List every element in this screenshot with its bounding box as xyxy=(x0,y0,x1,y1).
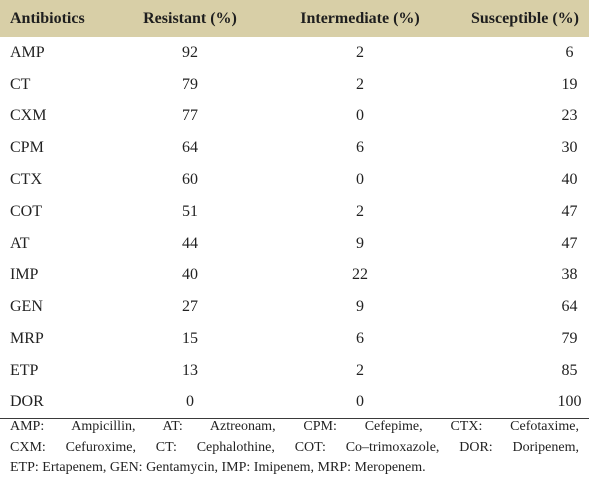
cell-susceptible: 40 xyxy=(561,171,578,189)
table-header-row: Antibiotics Resistant (%) Intermediate (… xyxy=(0,0,589,37)
cell-susceptible: 64 xyxy=(561,298,578,316)
cell-antibiotic: GEN xyxy=(10,298,43,316)
cell-susceptible: 38 xyxy=(561,266,578,284)
cell-intermediate: 0 xyxy=(356,171,364,189)
table-row: IMP 40 22 38 xyxy=(0,260,589,292)
cell-susceptible: 19 xyxy=(561,75,578,93)
table-row: AT 44 9 47 xyxy=(0,228,589,260)
cell-resistant: 92 xyxy=(182,43,198,61)
cell-susceptible: 85 xyxy=(561,361,578,379)
column-header-susceptible: Susceptible (%) xyxy=(471,9,579,27)
cell-antibiotic: DOR xyxy=(0,386,120,420)
cell-resistant: 77 xyxy=(182,107,198,125)
cell-susceptible: 47 xyxy=(561,202,578,220)
footnote-line: AMP: Ampicillin, AT: Aztreonam, CPM: Cef… xyxy=(10,419,579,434)
cell-antibiotic: MRP xyxy=(10,330,44,348)
cell-intermediate: 2 xyxy=(356,75,364,93)
cell-resistant: 51 xyxy=(182,202,198,220)
table-header: Antibiotics Resistant (%) Intermediate (… xyxy=(0,0,589,37)
cell-susceptible: 100 xyxy=(460,386,589,420)
cell-susceptible: 79 xyxy=(561,330,578,348)
cell-antibiotic: COT xyxy=(10,202,42,220)
cell-resistant: 60 xyxy=(182,171,198,189)
cell-resistant: 27 xyxy=(182,298,198,316)
table-row: COT 51 2 47 xyxy=(0,196,589,228)
cell-intermediate: 9 xyxy=(356,298,364,316)
cell-antibiotic: CXM xyxy=(10,107,47,125)
table-body: AMP 92 2 6 CT 79 2 19 CXM 77 0 23 CPM 64 6 30 CTX 60 0 40 CO… xyxy=(0,37,589,420)
cell-intermediate: 6 xyxy=(356,330,364,348)
cell-resistant: 44 xyxy=(182,234,198,252)
table-row: ETP 13 2 85 xyxy=(0,355,589,387)
table-row: CT 79 2 19 xyxy=(0,69,589,101)
cell-intermediate: 6 xyxy=(356,139,364,157)
cell-resistant: 13 xyxy=(182,361,198,379)
table-row: MRP 15 6 79 xyxy=(0,323,589,355)
table-row: CTX 60 0 40 xyxy=(0,164,589,196)
cell-resistant: 40 xyxy=(182,266,198,284)
column-header-antibiotics: Antibiotics xyxy=(10,9,85,27)
table-row: GEN 27 9 64 xyxy=(0,291,589,323)
cell-antibiotic: IMP xyxy=(10,266,39,284)
table-row: CPM 64 6 30 xyxy=(0,132,589,164)
antibiotic-resistance-table: Antibiotics Resistant (%) Intermediate (… xyxy=(0,0,589,420)
abbreviations-footnote: AMP: Ampicillin, AT: Aztreonam, CPM: Cef… xyxy=(10,417,579,479)
cell-intermediate: 9 xyxy=(356,234,364,252)
cell-resistant: 79 xyxy=(182,75,198,93)
cell-antibiotic: CPM xyxy=(10,139,44,157)
table-row: CXM 77 0 23 xyxy=(0,101,589,133)
cell-susceptible: 47 xyxy=(561,234,578,252)
column-header-intermediate: Intermediate (%) xyxy=(300,9,420,27)
cell-antibiotic: AMP xyxy=(10,43,45,61)
cell-resistant: 64 xyxy=(182,139,198,157)
antibiotic-resistance-table-container: Antibiotics Resistant (%) Intermediate (… xyxy=(0,0,589,420)
cell-susceptible: 23 xyxy=(561,107,578,125)
cell-intermediate: 0 xyxy=(260,386,460,420)
cell-intermediate: 2 xyxy=(356,361,364,379)
table-row: AMP 92 2 6 xyxy=(0,37,589,69)
cell-resistant: 0 xyxy=(120,386,260,420)
table-row: DOR 0 0 100 xyxy=(0,386,589,420)
cell-antibiotic: ETP xyxy=(10,361,39,379)
cell-antibiotic: AT xyxy=(10,234,30,252)
cell-susceptible: 6 xyxy=(565,43,574,61)
cell-intermediate: 2 xyxy=(356,43,364,61)
cell-resistant: 15 xyxy=(182,330,198,348)
footnote-line: CXM: Cefuroxime, CT: Cephalothine, COT: … xyxy=(10,439,579,455)
cell-antibiotic: CTX xyxy=(10,171,42,189)
cell-susceptible: 30 xyxy=(561,139,578,157)
column-header-resistant: Resistant (%) xyxy=(143,9,237,27)
cell-intermediate: 0 xyxy=(356,107,364,125)
footnote-line: ETP: Ertapenem, GEN: Gentamycin, IMP: Im… xyxy=(10,460,426,475)
cell-intermediate: 2 xyxy=(356,202,364,220)
cell-intermediate: 22 xyxy=(352,266,368,284)
cell-antibiotic: CT xyxy=(10,75,31,93)
